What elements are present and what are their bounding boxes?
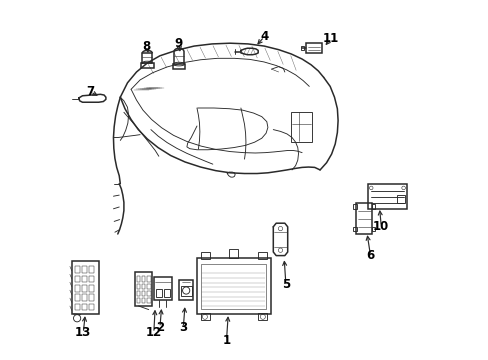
Bar (81, 266, 87, 273)
Bar (197, 258, 270, 314)
Text: 5: 5 (281, 278, 289, 291)
Bar (137, 284, 140, 289)
Bar (153, 277, 172, 300)
Text: 12: 12 (145, 327, 162, 339)
Text: 6: 6 (366, 249, 374, 262)
Bar (89, 285, 94, 292)
Bar (229, 249, 238, 258)
Bar (146, 284, 150, 289)
Text: 7: 7 (86, 85, 94, 98)
Bar (75, 266, 80, 273)
Text: 9: 9 (175, 37, 183, 50)
Text: 1: 1 (222, 334, 230, 347)
Bar (291, 112, 311, 142)
Bar (72, 261, 99, 314)
Bar (300, 46, 303, 50)
Bar (146, 276, 150, 282)
Text: 4: 4 (260, 30, 268, 43)
Bar (142, 276, 145, 282)
Text: 2: 2 (156, 321, 163, 334)
Bar (146, 298, 150, 303)
Bar (258, 313, 266, 320)
Bar (89, 276, 94, 282)
Bar (89, 266, 94, 273)
Bar (155, 289, 162, 297)
Bar (355, 203, 371, 234)
Bar (142, 298, 145, 303)
Bar (137, 276, 140, 282)
Bar (137, 291, 140, 296)
Bar (75, 285, 80, 292)
Bar (89, 294, 94, 301)
Bar (181, 286, 191, 296)
Bar (258, 252, 266, 259)
Bar (81, 304, 87, 310)
Bar (81, 285, 87, 292)
Bar (396, 195, 404, 203)
Bar (371, 204, 374, 209)
Bar (200, 252, 209, 259)
Bar (81, 276, 87, 282)
Bar (135, 272, 152, 306)
Bar (142, 291, 145, 296)
Bar (75, 304, 80, 310)
Bar (371, 227, 374, 231)
Bar (179, 280, 193, 300)
Bar (201, 264, 266, 309)
Text: 13: 13 (75, 327, 91, 339)
Text: 10: 10 (372, 220, 388, 233)
Text: 8: 8 (142, 40, 150, 53)
Bar (306, 43, 321, 53)
Bar (141, 63, 153, 68)
Bar (81, 294, 87, 301)
Bar (352, 204, 356, 209)
Bar (146, 291, 150, 296)
Bar (352, 227, 356, 231)
Bar (142, 284, 145, 289)
Text: 3: 3 (179, 321, 187, 334)
Bar (173, 64, 184, 69)
Text: 11: 11 (322, 32, 338, 45)
Bar (75, 276, 80, 282)
Bar (163, 289, 170, 297)
Bar (89, 304, 94, 310)
Bar (75, 294, 80, 301)
Bar (367, 184, 407, 209)
Bar (200, 313, 209, 320)
Bar (137, 298, 140, 303)
